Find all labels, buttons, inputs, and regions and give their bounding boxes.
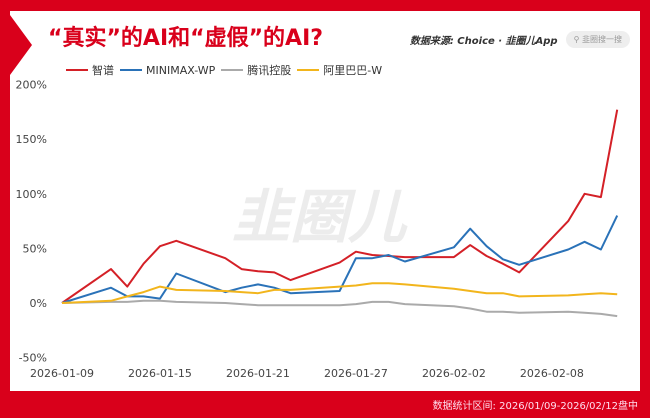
legend-item: 智谱 [66,62,114,78]
legend-swatch [221,69,244,71]
y-tick-label: 150% [16,133,47,146]
series-line-2 [61,299,618,318]
header-right: 数据来源: Choice · 韭圈儿App ⚲ 韭圈搜一搜 [410,31,630,48]
legend-label: MINIMAX-WP [146,63,216,77]
watermark-logo: 韭圈儿 [232,183,407,251]
legend-label: 智谱 [92,64,114,77]
x-tick-label: 2026-01-15 [128,367,192,380]
y-tick-label: 200% [16,79,47,92]
legend-swatch [120,69,142,71]
legend-item: MINIMAX-WP [120,64,215,77]
y-tick-label: -50% [19,352,47,365]
chart-title: “真实”的AI和“虚假”的AI? [48,26,324,51]
y-tick-label: 50% [23,242,47,255]
x-tick-label: 2026-01-27 [324,367,388,380]
series-line-1 [61,215,619,304]
title-arrow-decoration [10,15,32,75]
legend-swatch [297,69,320,71]
date-range-footer: 数据统计区间: 2026/01/09-2026/02/12盘中 [432,401,638,412]
series-line-3 [61,282,618,304]
x-tick-label: 2026-02-08 [520,367,584,380]
data-source: 数据来源: Choice · 韭圈儿App [409,36,558,47]
chart-panel [10,11,640,391]
series-line-0 [61,109,619,304]
y-tick-label: 0% [30,297,47,310]
x-tick-label: 2026-02-02 [422,367,486,380]
search-icon: ⚲ [573,35,580,44]
legend-label: 阿里巴巴-W [323,64,383,77]
y-tick-label: 100% [16,188,47,201]
search-box[interactable]: ⚲ 韭圈搜一搜 [565,31,630,48]
legend-item: 阿里巴巴-W [297,62,382,78]
x-tick-label: 2026-01-09 [30,367,94,380]
legend-label: 腾讯控股 [247,64,292,77]
legend-item: 腾讯控股 [221,62,291,78]
search-placeholder: 韭圈搜一搜 [582,35,622,44]
legend-swatch [66,69,88,71]
legend: 智谱 MINIMAX-WP 腾讯控股 阿里巴巴-W [66,62,382,78]
x-tick-label: 2026-01-21 [226,367,290,380]
